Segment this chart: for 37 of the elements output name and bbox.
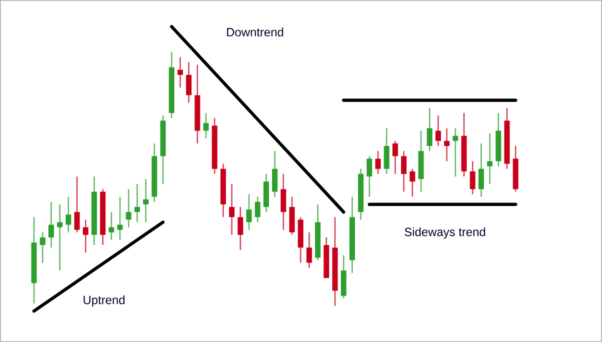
candlestick: [66, 196, 72, 233]
candlestick: [280, 173, 286, 230]
candlestick: [366, 155, 372, 198]
candlestick: [254, 196, 260, 223]
candlestick: [40, 232, 46, 264]
candlestick: [48, 201, 54, 248]
candlestick: [392, 140, 398, 175]
candlestick: [384, 128, 390, 175]
candlestick: [452, 128, 458, 178]
candlestick: [108, 211, 114, 241]
candlestick: [246, 194, 252, 230]
candlestick: [177, 56, 183, 88]
candlestick: [470, 160, 476, 195]
candlestick: [401, 150, 407, 192]
candlestick: [444, 128, 450, 162]
annotation: Sideways trend: [404, 227, 486, 239]
candlestick: [487, 132, 493, 185]
candlestick: [186, 62, 192, 104]
candlestick: [410, 168, 416, 198]
text: Downtrend: [227, 28, 284, 36]
candlestick: [74, 176, 80, 233]
candlestick: [143, 178, 149, 223]
candlestick: [375, 150, 381, 175]
candlestick: [229, 183, 235, 236]
annotation: Uptrend: [84, 295, 124, 307]
candlestick: [57, 204, 63, 272]
candlestick: [82, 218, 88, 254]
candlestick: [435, 114, 441, 147]
candlestick: [272, 150, 278, 198]
candlestick: [117, 196, 123, 241]
candlestick: [478, 142, 484, 198]
candlestick: [426, 107, 432, 152]
candlestick: [134, 183, 140, 223]
candlestick: [238, 206, 244, 251]
candlestick: [306, 232, 312, 269]
candlestick: [203, 112, 209, 140]
candlestick: [126, 188, 132, 228]
